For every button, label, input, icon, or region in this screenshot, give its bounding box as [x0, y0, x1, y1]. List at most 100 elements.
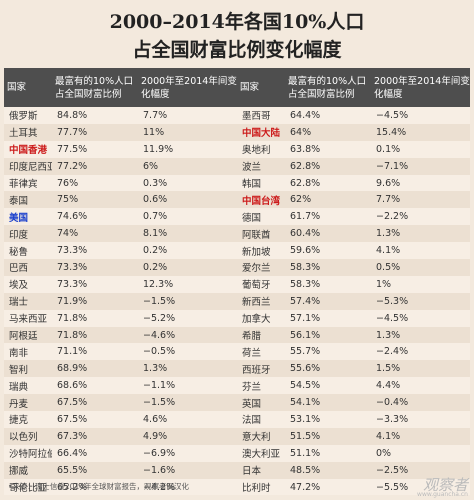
table-row: 中国香港 77.5% 11.9% 奥地利 63.8% 0.1% — [4, 140, 470, 158]
left-change-cell: −4.2% — [143, 481, 176, 493]
right-change-cell: −2.2% — [376, 211, 409, 223]
table-row: 巴西 73.3% 0.2% 爱尔兰 58.3% 0.5% — [4, 259, 470, 276]
table-row: 瑞典 68.6% −1.1% 芬兰 54.5% 4.4% — [4, 377, 470, 395]
left-country-cell: 俄罗斯 — [9, 111, 38, 123]
right-change-cell: 1.3% — [376, 228, 401, 240]
right-share-cell: 64.4% — [290, 109, 321, 121]
right-country-cell: 奥地利 — [242, 145, 271, 157]
right-country-cell: 法国 — [242, 415, 262, 427]
left-share-cell: 68.9% — [57, 363, 88, 375]
left-country-cell: 泰国 — [9, 195, 29, 207]
right-country-cell: 西班牙 — [242, 364, 271, 376]
right-country-cell: 爱尔兰 — [242, 263, 271, 275]
right-country-cell: 比利时 — [242, 483, 271, 495]
left-country-cell: 土耳其 — [9, 128, 38, 140]
left-share-cell: 74% — [57, 228, 79, 240]
left-country-cell: 秘鲁 — [9, 246, 29, 258]
left-change-cell: 0.3% — [143, 177, 168, 189]
table-row: 印度尼西亚 77.2% 6% 波兰 62.8% −7.1% — [4, 157, 470, 175]
table-row: 挪威 65.5% −1.6% 日本 48.5% −2.5% — [4, 461, 470, 479]
left-share-cell: 77.7% — [57, 126, 88, 138]
left-share-cell: 77.5% — [57, 143, 88, 155]
right-share-cell: 57.1% — [290, 312, 321, 324]
right-share-cell: 48.5% — [290, 464, 321, 476]
left-change-cell: 11.9% — [143, 143, 174, 155]
left-change-cell: −1.1% — [143, 380, 176, 392]
left-country-cell: 印度尼西亚 — [9, 162, 52, 174]
table-row: 秘鲁 73.3% 0.2% 新加坡 59.6% 4.1% — [4, 242, 470, 260]
right-change-cell: 0.5% — [376, 261, 401, 273]
left-share-cell: 73.3% — [57, 245, 88, 257]
left-share-cell: 67.5% — [57, 397, 88, 409]
right-country-cell: 葡萄牙 — [242, 280, 271, 292]
right-change-cell: −3.3% — [376, 413, 409, 425]
watermark-logo: 观察者 — [422, 476, 468, 494]
table-row: 沙特阿拉伯 66.4% −6.9% 澳大利亚 51.1% 0% — [4, 444, 470, 462]
right-share-cell: 63.8% — [290, 143, 321, 155]
right-share-cell: 60.4% — [290, 228, 321, 240]
right-share-cell: 64% — [290, 126, 312, 138]
left-country-cell: 马来西亚 — [9, 314, 48, 326]
header-share-right: 最富有的10%人口占全国财富比例 — [288, 75, 367, 100]
left-share-cell: 67.3% — [57, 430, 88, 442]
right-change-cell: 0.1% — [376, 143, 401, 155]
left-change-cell: −1.5% — [143, 295, 176, 307]
table-row: 哥伦比亚 65.2% −4.2% 比利时 47.2% −5.5% — [4, 478, 470, 496]
right-country-cell: 墨西哥 — [242, 111, 271, 123]
right-change-cell: 7.7% — [376, 194, 401, 206]
right-country-cell: 新加坡 — [242, 246, 271, 258]
right-change-cell: −7.1% — [376, 160, 409, 172]
left-change-cell: 0.2% — [143, 245, 168, 257]
left-country-cell: 沙特阿拉伯 — [9, 449, 52, 461]
source-note: •来源：瑞士信贷2014年全球财富报告，观察者网汉化 — [8, 482, 190, 491]
left-share-cell: 71.8% — [57, 329, 88, 341]
right-country-cell: 英国 — [242, 398, 262, 410]
right-change-cell: 1% — [376, 278, 392, 290]
left-change-cell: 0.2% — [143, 261, 168, 273]
left-change-cell: 11% — [143, 126, 165, 138]
left-change-cell: −1.6% — [143, 464, 176, 476]
right-country-cell: 芬兰 — [242, 381, 262, 393]
left-change-cell: 0.6% — [143, 194, 168, 206]
left-change-cell: 0.7% — [143, 211, 168, 223]
left-share-cell: 77.2% — [57, 160, 88, 172]
right-share-cell: 47.2% — [290, 481, 321, 493]
right-change-cell: 0% — [376, 447, 392, 459]
left-change-cell: −0.5% — [143, 346, 176, 358]
right-share-cell: 51.1% — [290, 447, 321, 459]
right-country-cell: 日本 — [242, 466, 262, 478]
left-change-cell: 8.1% — [143, 228, 168, 240]
left-share-cell: 75% — [57, 194, 79, 206]
left-share-cell: 71.8% — [57, 312, 88, 324]
right-share-cell: 61.7% — [290, 211, 321, 223]
right-share-cell: 59.6% — [290, 245, 321, 257]
left-country-cell: 巴西 — [9, 263, 29, 275]
header-change-right: 2000年至2014年间变化幅度 — [374, 75, 470, 100]
right-country-cell: 意大利 — [242, 432, 271, 444]
right-change-cell: 4.4% — [376, 380, 401, 392]
left-change-cell: −4.6% — [143, 329, 176, 341]
right-country-cell: 阿联酋 — [242, 229, 271, 241]
left-share-cell: 73.3% — [57, 278, 88, 290]
table-row: 瑞士 71.9% −1.5% 新西兰 57.4% −5.3% — [4, 292, 470, 310]
right-country-cell: 加拿大 — [242, 314, 271, 326]
right-country-cell: 韩国 — [242, 179, 262, 190]
right-share-cell: 55.7% — [290, 346, 321, 358]
left-country-cell: 印度 — [9, 229, 29, 241]
right-change-cell: −5.3% — [376, 295, 409, 307]
right-change-cell: 15.4% — [376, 126, 407, 138]
left-change-cell: −6.9% — [143, 447, 176, 459]
right-country-cell: 澳大利亚 — [242, 449, 281, 461]
left-change-cell: −1.5% — [143, 397, 176, 409]
left-share-cell: 73.3% — [57, 261, 88, 273]
table-row: 土耳其 77.7% 11% 中国大陆 64% 15.4% — [4, 123, 470, 141]
table-row: 智利 68.9% 1.3% 西班牙 55.6% 1.5% — [4, 360, 470, 378]
left-share-cell: 74.6% — [57, 211, 88, 223]
wealth-table: 国家 最富有的10%人口占全国财富比例 2000年至2014年间变化幅度 国家 … — [4, 68, 470, 496]
left-country-cell: 中国香港 — [9, 145, 48, 157]
header-country-right: 国家 — [240, 82, 260, 93]
header-country-left: 国家 — [7, 82, 27, 93]
right-change-cell: 4.1% — [376, 245, 401, 257]
table-row: 丹麦 67.5% −1.5% 英国 54.1% −0.4% — [4, 394, 470, 412]
left-change-cell: 7.7% — [143, 109, 168, 121]
